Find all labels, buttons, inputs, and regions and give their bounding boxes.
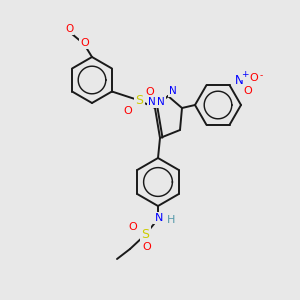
Text: S: S: [141, 227, 149, 241]
Text: O: O: [81, 38, 89, 48]
Text: -: -: [260, 72, 263, 81]
Text: O: O: [129, 222, 137, 232]
Text: H: H: [167, 215, 175, 225]
Text: S: S: [135, 94, 143, 106]
Text: N: N: [157, 97, 165, 107]
Text: N: N: [235, 74, 244, 87]
Text: O: O: [142, 242, 152, 252]
Text: O: O: [65, 24, 73, 34]
Text: +: +: [241, 70, 248, 79]
Text: N: N: [169, 86, 177, 96]
Text: O: O: [146, 87, 154, 97]
Text: O: O: [124, 106, 132, 116]
Text: N: N: [148, 97, 156, 107]
Text: O: O: [249, 73, 258, 83]
Text: N: N: [155, 213, 163, 223]
Text: O: O: [243, 86, 252, 96]
